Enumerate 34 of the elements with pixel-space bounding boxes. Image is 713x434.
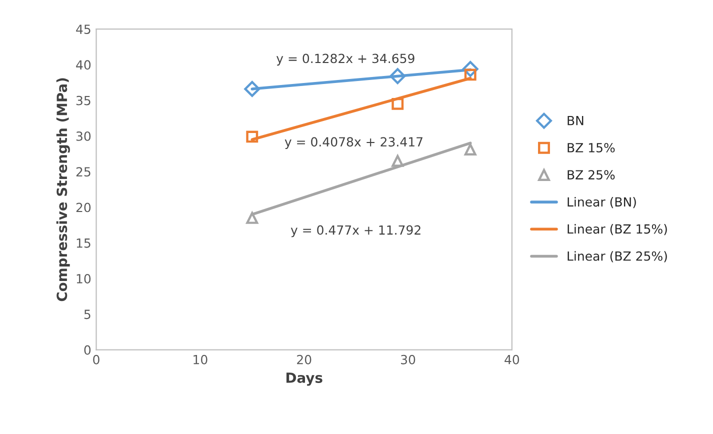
legend-label: Linear (BZ 25%) [568, 251, 667, 262]
x-tick-label: 0 [93, 354, 100, 364]
annotation: y = 0.4078x + 23.417 [284, 137, 422, 149]
y-tick-label: 0 [84, 345, 91, 355]
y-tick-label: 30 [76, 131, 91, 141]
point [246, 212, 258, 224]
y-tick-label: 5 [84, 310, 90, 320]
y-tick-label: 40 [76, 60, 91, 70]
annotation: y = 0.477x + 11.792 [290, 225, 420, 238]
y-tick-label: 15 [76, 238, 90, 248]
annotation: y = 0.1282x + 34.659 [276, 54, 414, 66]
x-tick-label: 20 [297, 354, 312, 364]
point [392, 154, 404, 167]
point [462, 61, 478, 77]
x-tick-label: 30 [401, 354, 416, 364]
legend-label: Linear (BN) [568, 196, 636, 208]
y-axis-title: Compressive Strength (MPa) [56, 78, 70, 302]
x-tick-label: 40 [504, 354, 520, 364]
legend-label: Linear (BZ 15%) [568, 224, 667, 236]
legend-label: BZ 15% [568, 142, 615, 152]
y-tick-label: 45 [76, 24, 90, 34]
point [390, 68, 406, 84]
legend-label: BZ 25% [568, 170, 615, 180]
x-axis-title: Days [286, 372, 322, 386]
point [246, 130, 258, 143]
point [244, 80, 260, 97]
y-tick-label: 10 [76, 274, 91, 284]
y-tick-label: 25 [76, 167, 90, 177]
x-tick-label: 10 [194, 354, 208, 364]
y-tick-label: 35 [76, 96, 90, 106]
legend-label: BN [568, 116, 584, 126]
point [392, 98, 404, 110]
y-tick-label: 20 [76, 202, 91, 212]
point [464, 144, 476, 156]
